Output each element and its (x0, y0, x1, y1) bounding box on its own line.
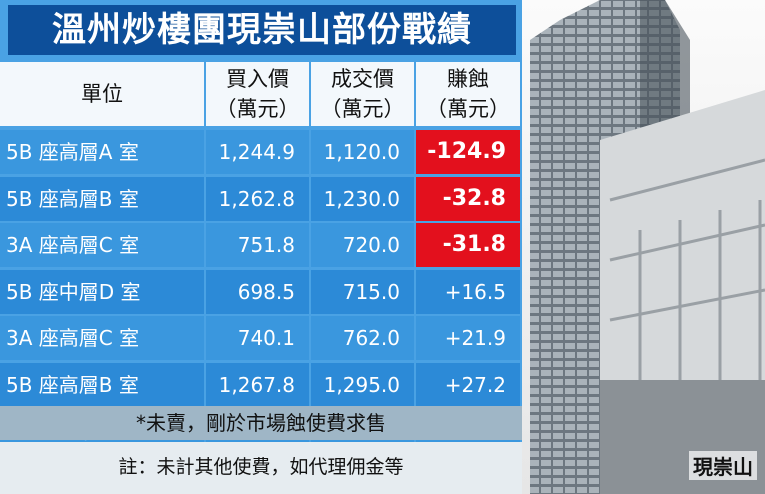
value-cell: 1,120.0 (311, 130, 414, 174)
column-header: 賺蝕 （萬元） (416, 62, 520, 126)
title: 溫州炒樓團現崇山部份戰績 (8, 5, 516, 55)
value-cell: 720.0 (311, 223, 414, 267)
value-cell: 1,262.8 (206, 176, 309, 221)
column-unit: （萬元） (215, 97, 300, 121)
value-cell: -32.8 (416, 176, 520, 221)
value-cell: +16.5 (416, 269, 520, 314)
column-name: 賺蝕 (447, 67, 489, 91)
value-cell: 715.0 (311, 269, 414, 314)
value-cell: -31.8 (416, 223, 520, 267)
value-cell: 1,267.8 (206, 362, 309, 407)
value-cell: 751.8 (206, 223, 309, 267)
note: 註：未計其他使費，如代理佣金等 (0, 442, 522, 494)
column-unit: （萬元） (426, 97, 510, 121)
unit-cell: 5B 座中層D 室 (0, 269, 204, 314)
column-name: 成交價 (331, 67, 394, 91)
value-cell: -124.9 (416, 130, 520, 174)
column-header: 單位 (0, 62, 204, 126)
column-header: 成交價 （萬元） (311, 62, 414, 126)
value-cell: 762.0 (311, 316, 414, 360)
column-header: 買入價 （萬元） (206, 62, 309, 126)
unit-cell: 5B 座高層B 室 (0, 362, 204, 407)
column-name: 買入價 (226, 67, 289, 91)
unit-cell: 5B 座高層A 室 (0, 130, 204, 174)
column-name: 單位 (81, 82, 123, 106)
value-cell: 1,230.0 (311, 176, 414, 221)
unit-cell: 3A 座高層C 室 (0, 316, 204, 360)
value-cell: +21.9 (416, 316, 520, 360)
column-unit: （萬元） (320, 97, 405, 121)
unit-cell: 3A 座高層C 室 (0, 223, 204, 267)
unit-cell: 5B 座高層B 室 (0, 176, 204, 221)
value-cell: +27.2 (416, 362, 520, 407)
footnote: *未賣，剛於市場蝕使費求售 (0, 406, 522, 440)
value-cell: 1,244.9 (206, 130, 309, 174)
value-cell: 740.1 (206, 316, 309, 360)
photo-caption: 現崇山 (689, 451, 757, 480)
value-cell: 1,295.0 (311, 362, 414, 407)
value-cell: 698.5 (206, 269, 309, 314)
